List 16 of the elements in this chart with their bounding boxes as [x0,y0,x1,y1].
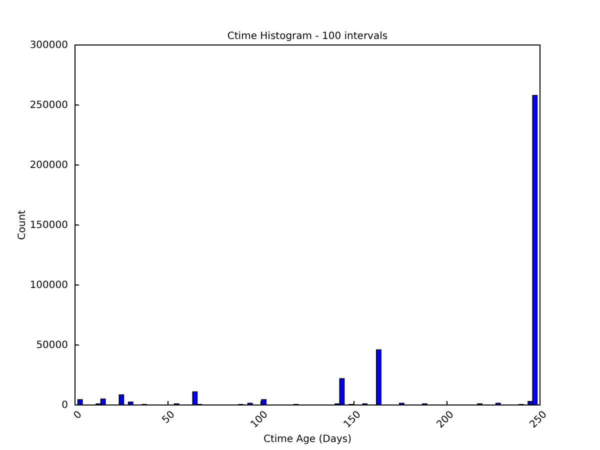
y-tick-label: 0 [62,400,68,412]
x-tick-label: 50 [160,409,178,426]
chart-title: Ctime Histogram - 100 intervals [227,31,388,42]
x-tick-label: 150 [342,409,364,431]
y-axis-title: Count [17,210,28,240]
y-tick-label: 150000 [30,220,68,232]
y-tick-label: 100000 [30,280,68,292]
x-tick-label: 200 [434,409,456,431]
x-axis-title: Ctime Age (Days) [263,434,352,445]
y-tick-label: 300000 [30,40,68,52]
x-tick-label: 250 [528,409,550,431]
x-tick-label: 100 [248,409,270,431]
y-tick-label: 200000 [30,160,68,172]
y-tick-label: 250000 [30,100,68,112]
x-tick-label: 0 [72,409,84,422]
y-tick-label: 50000 [36,340,68,352]
